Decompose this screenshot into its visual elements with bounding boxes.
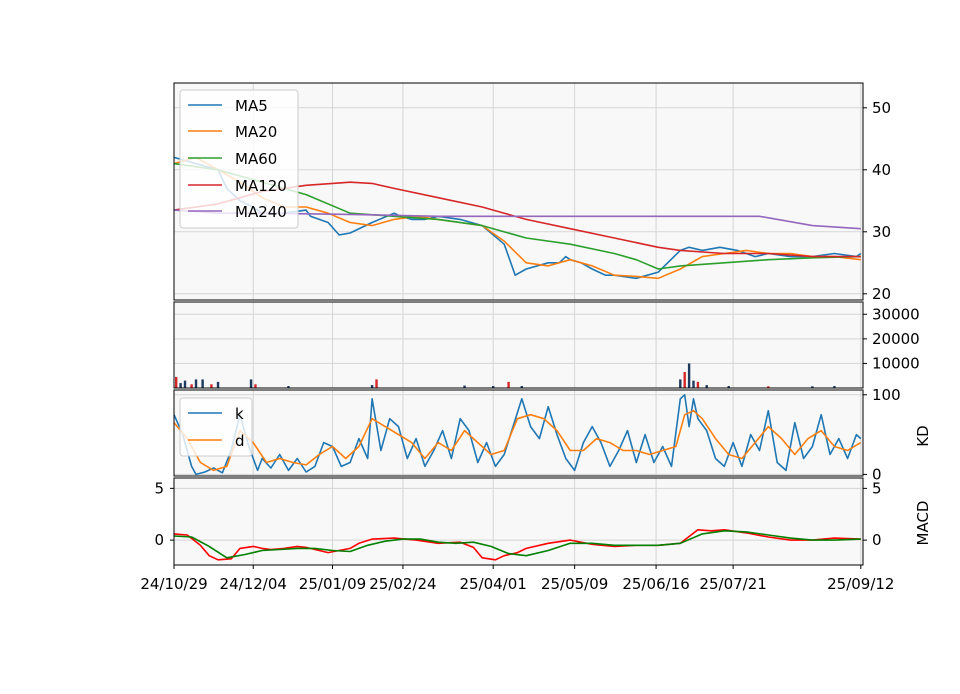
macd-series-dif bbox=[173, 528, 861, 561]
volume-bar-23 bbox=[727, 386, 730, 388]
macd-panel: 0 0 5 5 bbox=[154, 477, 882, 566]
date-axis: 24/10/29 24/12/04 25/01/09 25/02/24 25/04/01… bbox=[140, 565, 894, 593]
volume-bar-19 bbox=[687, 363, 691, 388]
volume-bar-25 bbox=[811, 386, 814, 388]
volume-bar-11 bbox=[370, 385, 374, 388]
volume-bar-7 bbox=[216, 381, 220, 388]
price-border bbox=[173, 82, 864, 301]
kd-series-d bbox=[173, 409, 862, 472]
legend-label-ma20: MA20 bbox=[235, 123, 277, 141]
legend-ma5: MA5 bbox=[188, 97, 268, 115]
macd-series-dem bbox=[173, 529, 861, 559]
macd-ytick-left-label-0: 0 bbox=[154, 531, 164, 549]
legend-label-d: d bbox=[235, 432, 245, 450]
volume-border bbox=[173, 301, 864, 389]
volume-bar-22 bbox=[705, 385, 708, 388]
x-tick-label-7: 25/07/21 bbox=[699, 575, 766, 593]
kd-panel: 0 100 bbox=[173, 386, 901, 483]
volume-bar-14 bbox=[491, 386, 495, 388]
price-ytick-label-1: 30 bbox=[872, 223, 891, 241]
macd-ytick-label-1: 5 bbox=[872, 479, 882, 497]
volume-ytick-label-1: 20000 bbox=[872, 330, 920, 348]
kd-background bbox=[174, 390, 863, 476]
volume-bar-0 bbox=[175, 376, 178, 388]
x-tick-label-6: 25/06/16 bbox=[622, 575, 689, 593]
volume-bar-2 bbox=[183, 380, 187, 388]
volume-bar-8 bbox=[249, 379, 253, 388]
legend-ma60: MA60 bbox=[188, 150, 277, 168]
legend-label-ma240: MA240 bbox=[235, 203, 287, 221]
x-tick-label-1: 24/12/04 bbox=[220, 575, 287, 593]
volume-panel: 10000 20000 30000 bbox=[173, 301, 920, 389]
x-tick-label-0: 24/10/29 bbox=[140, 575, 207, 593]
macd-border bbox=[173, 477, 864, 566]
legend-label-k: k bbox=[235, 405, 244, 423]
x-tick-label-3: 25/02/24 bbox=[369, 575, 436, 593]
volume-bar-20 bbox=[692, 380, 695, 388]
legend-label-ma60: MA60 bbox=[235, 150, 277, 168]
volume-bar-26 bbox=[833, 386, 836, 388]
volume-bar-1 bbox=[179, 383, 182, 388]
legend-ma120: MA120 bbox=[188, 177, 287, 195]
kd-legend: k d bbox=[179, 397, 253, 457]
volume-bar-4 bbox=[194, 379, 198, 388]
price-ytick-label-0: 20 bbox=[872, 285, 891, 303]
legend-ma240: MA240 bbox=[188, 203, 287, 221]
kd-ytick-label-0: 0 bbox=[872, 465, 882, 483]
volume-bar-9 bbox=[254, 384, 257, 388]
macd-ytick-label-0: 0 bbox=[872, 531, 882, 549]
volume-bar-6 bbox=[210, 384, 213, 388]
price-series-ma60 bbox=[173, 162, 861, 270]
volume-bar-5 bbox=[201, 379, 204, 388]
volume-background bbox=[174, 302, 863, 388]
volume-bar-24 bbox=[767, 386, 770, 388]
volume-bar-10 bbox=[287, 386, 290, 388]
price-series-ma120 bbox=[173, 181, 861, 258]
legend-k: k bbox=[188, 405, 244, 423]
price-ytick-label-2: 40 bbox=[872, 161, 891, 179]
volume-bar-17 bbox=[679, 379, 682, 388]
legend-ma20: MA20 bbox=[188, 123, 277, 141]
macd-axis-label: MACD bbox=[914, 501, 932, 546]
macd-background bbox=[174, 478, 863, 565]
volume-bar-21 bbox=[696, 381, 700, 388]
volume-bar-18 bbox=[683, 372, 686, 388]
legend-d: d bbox=[188, 432, 245, 450]
legend-label-ma5: MA5 bbox=[235, 97, 268, 115]
kd-border bbox=[173, 389, 864, 477]
x-tick-label-5: 25/05/09 bbox=[541, 575, 608, 593]
x-tick-label-8: 25/09/12 bbox=[827, 575, 894, 593]
legend-label-ma120: MA120 bbox=[235, 177, 287, 195]
price-legend: MA5 MA20 MA60 MA120 MA240 bbox=[179, 89, 299, 229]
volume-bar-16 bbox=[520, 386, 524, 388]
volume-ytick-label-2: 30000 bbox=[872, 305, 920, 323]
kd-ytick-label-1: 100 bbox=[872, 386, 901, 404]
volume-ytick-label-0: 10000 bbox=[872, 354, 920, 372]
volume-bar-15 bbox=[507, 381, 510, 388]
price-series-ma5 bbox=[173, 156, 862, 280]
volume-bar-3 bbox=[190, 384, 193, 388]
x-tick-label-2: 25/01/09 bbox=[299, 575, 366, 593]
volume-bar-12 bbox=[375, 379, 378, 388]
kd-axis-label: KD bbox=[914, 425, 932, 446]
macd-ytick-left-label-1: 5 bbox=[154, 479, 164, 497]
x-tick-label-4: 25/04/01 bbox=[459, 575, 526, 593]
volume-bar-13 bbox=[463, 385, 466, 388]
price-ytick-label-3: 50 bbox=[872, 99, 891, 117]
